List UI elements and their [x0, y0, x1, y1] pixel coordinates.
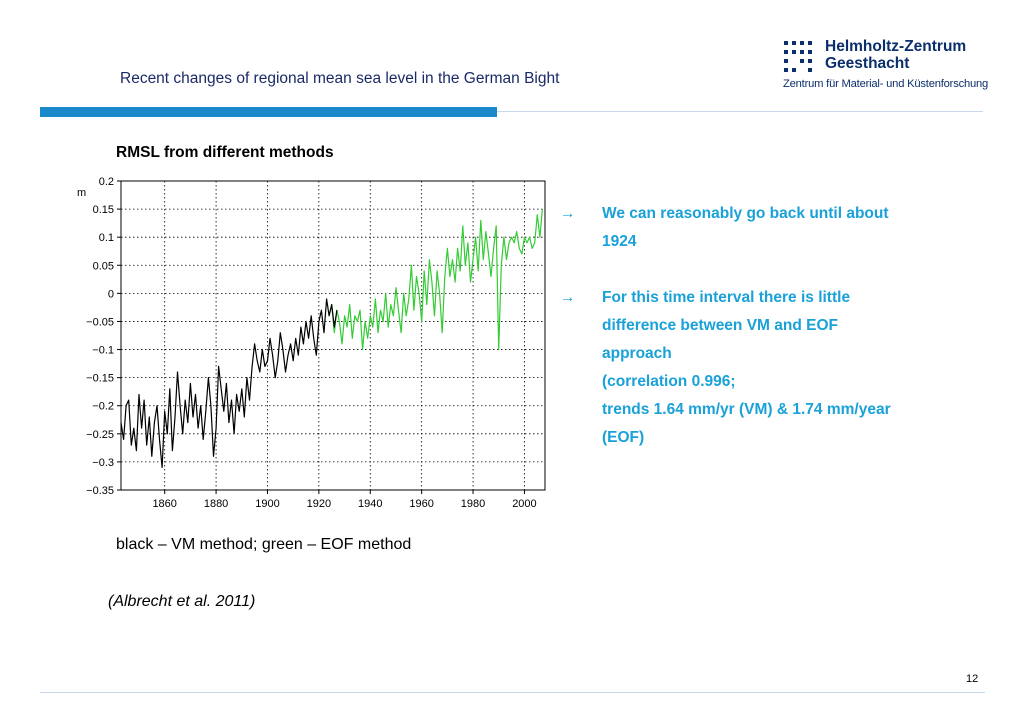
bullet-text-line: For this time interval there is little: [602, 289, 851, 306]
x-tick-label: 1880: [204, 498, 228, 510]
chart-grid: [121, 181, 545, 490]
bullet-text-line: trends 1.64 mm/yr (VM) & 1.74 mm/year: [602, 401, 891, 418]
y-tick-label: −0.25: [86, 429, 114, 441]
bullet-text-line: difference between VM and EOF: [602, 317, 838, 334]
plot-frame: [120, 180, 546, 491]
x-tick-label: 1980: [461, 498, 485, 510]
y-tick-label: −0.3: [92, 457, 114, 469]
x-tick-label: 1900: [255, 498, 279, 510]
bullet-text-line: We can reasonably go back until about: [602, 205, 889, 222]
title-accent-bar: [40, 107, 497, 117]
x-tick-label: 1860: [152, 498, 176, 510]
y-tick-label: −0.35: [86, 485, 114, 497]
y-tick-label: −0.1: [92, 345, 114, 357]
eof-series-line: [328, 209, 543, 351]
chart-subheading: RMSL from different methods: [116, 144, 334, 161]
bullet-text-line: (EOF): [602, 429, 645, 446]
y-axis-label: m: [77, 187, 86, 199]
slide-title: Recent changes of regional mean sea leve…: [120, 70, 560, 87]
institution-logo: Helmholtz-Zentrum Geesthacht Zentrum für…: [783, 38, 988, 98]
sea-level-chart: 0.2 0.15 0.1 0.05 0 −0.05 −0.1 −0.15 −0.2 −0.25 −0…: [77, 176, 546, 510]
arrow-right-icon: →: [560, 205, 576, 222]
header-divider: [497, 111, 983, 112]
vm-series-line: [120, 298, 338, 469]
bullet-text-line: 1924: [602, 233, 637, 250]
bullet-text-line: approach: [602, 345, 672, 362]
y-tick-label: −0.15: [86, 373, 114, 385]
x-tick-label: 1960: [409, 498, 433, 510]
bullet-item: → For this time interval there is little…: [560, 284, 990, 452]
y-tick-label: −0.2: [92, 401, 114, 413]
bullet-text-line: (correlation 0.996;: [602, 373, 736, 390]
y-tick-label: 0: [108, 288, 114, 300]
bullet-list: → We can reasonably go back until about …: [560, 200, 990, 480]
bullet-item: → We can reasonably go back until about …: [560, 200, 990, 256]
page-number: 12: [966, 673, 979, 685]
y-tick-label: 0.1: [99, 232, 114, 244]
x-tick-label: 1940: [358, 498, 382, 510]
logo-name-line1: Helmholtz-Zentrum: [825, 38, 967, 55]
logo-name-line2: Geesthacht: [825, 55, 910, 72]
citation: (Albrecht et al. 2011): [108, 593, 256, 610]
chart-series: [120, 209, 543, 469]
x-tick-label: 1920: [307, 498, 331, 510]
y-tick-label: 0.2: [99, 176, 114, 188]
x-tick-label: 2000: [512, 498, 536, 510]
chart-axes: 0.2 0.15 0.1 0.05 0 −0.05 −0.1 −0.15 −0.2 −0.25 −0…: [86, 176, 537, 510]
arrow-right-icon: →: [560, 289, 576, 306]
y-tick-label: −0.05: [86, 316, 114, 328]
y-tick-label: 0.05: [93, 260, 114, 272]
y-tick-label: 0.15: [93, 204, 114, 216]
legend-caption: black – VM method; green – EOF method: [116, 536, 412, 553]
helmholtz-dot-grid-icon: [784, 41, 812, 72]
logo-subtitle: Zentrum für Material- und Küstenforschun…: [783, 78, 989, 90]
footer-divider: [40, 692, 985, 693]
